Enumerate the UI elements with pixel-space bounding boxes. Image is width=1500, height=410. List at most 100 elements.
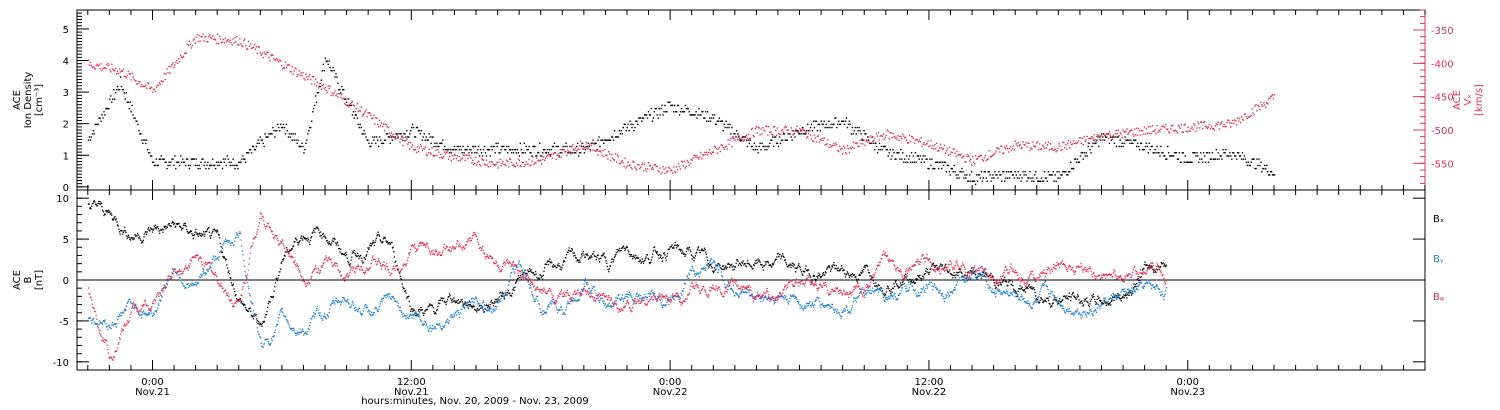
bx-point [186, 228, 188, 231]
bx-point [983, 275, 986, 277]
bx-point [461, 299, 463, 301]
bx-point [605, 260, 607, 262]
bx-point [534, 274, 536, 276]
by-point [228, 240, 231, 242]
velocity-point [981, 158, 984, 161]
density-point [331, 70, 333, 72]
velocity-point [594, 149, 596, 152]
by-point [412, 313, 414, 315]
bx-point [436, 308, 438, 311]
by-point [464, 307, 466, 309]
bx-point [366, 254, 368, 256]
density-point [1029, 171, 1031, 173]
density-point [671, 104, 673, 107]
density-point [1271, 174, 1274, 176]
density-point [514, 148, 517, 151]
bx-point [919, 274, 921, 277]
velocity-point [466, 154, 468, 157]
density-point [1225, 148, 1227, 151]
velocity-point [778, 133, 781, 136]
bx-point [1043, 301, 1045, 303]
bx-point [248, 308, 251, 310]
density-point [693, 114, 695, 116]
bx-point [897, 285, 899, 287]
density-point [124, 98, 127, 100]
density-point [347, 98, 350, 100]
by-point [287, 322, 290, 324]
bx-point [153, 228, 155, 230]
density-point [1226, 155, 1228, 157]
bx-point [831, 265, 833, 267]
bx-point [112, 219, 114, 221]
bx-point [274, 282, 277, 284]
bx-point [362, 261, 365, 263]
bx-point [118, 231, 121, 233]
bx-point [269, 301, 271, 303]
by-point [366, 305, 368, 307]
density-point [899, 158, 901, 160]
bx-point [1088, 305, 1091, 308]
density-point [522, 152, 524, 154]
velocity-point [693, 154, 695, 157]
density-point [1105, 136, 1108, 138]
bx-point [89, 207, 92, 209]
velocity-point [409, 148, 411, 150]
by-point [284, 315, 286, 318]
bx-point [88, 203, 90, 205]
density-point [535, 155, 537, 157]
bx-point [158, 230, 160, 232]
by-point [400, 309, 402, 312]
bx-point [603, 252, 605, 254]
velocity-point [770, 130, 772, 133]
bx-point [948, 271, 950, 273]
density-point [378, 136, 381, 138]
velocity-point [943, 144, 946, 147]
bx-point [543, 267, 546, 269]
bx-point [234, 291, 236, 293]
bx-point [679, 248, 681, 250]
density-point [337, 82, 339, 85]
density-point [335, 73, 337, 75]
bx-point [655, 252, 658, 254]
velocity-point [1117, 129, 1119, 131]
bx-point [970, 267, 973, 269]
density-point [782, 133, 785, 135]
bx-point [578, 259, 581, 261]
by-point [302, 330, 304, 333]
velocity-point [619, 162, 622, 165]
velocity-point [436, 154, 438, 157]
density-point [985, 177, 987, 179]
bx-point [542, 274, 544, 277]
velocity-point [1226, 121, 1228, 124]
by-point [446, 318, 449, 320]
density-point [464, 148, 466, 151]
density-point [849, 123, 852, 126]
bx-point [804, 271, 806, 273]
by-point [453, 313, 455, 316]
density-point [531, 155, 533, 157]
density-point [503, 145, 505, 148]
bx-point [283, 257, 285, 260]
velocity-point [1184, 123, 1186, 125]
bx-point [210, 237, 212, 239]
density-point [643, 114, 646, 116]
by-point [419, 319, 422, 321]
velocity-point [1029, 149, 1031, 151]
bx-point [734, 266, 737, 268]
bx-point [395, 260, 397, 262]
velocity-point [1102, 139, 1104, 141]
velocity-point [189, 43, 192, 46]
velocity-point [678, 165, 681, 168]
velocity-point [990, 156, 992, 158]
bx-point [1078, 299, 1080, 301]
velocity-point [565, 150, 567, 153]
by-point [353, 307, 356, 310]
density-point [721, 120, 723, 122]
y-axis-label: [cm⁻³] [34, 84, 45, 116]
by-point [507, 284, 510, 286]
density-point [173, 164, 175, 167]
density-point [634, 126, 636, 129]
velocity-point [837, 150, 839, 152]
velocity-point [618, 162, 621, 165]
bx-point [516, 280, 518, 282]
